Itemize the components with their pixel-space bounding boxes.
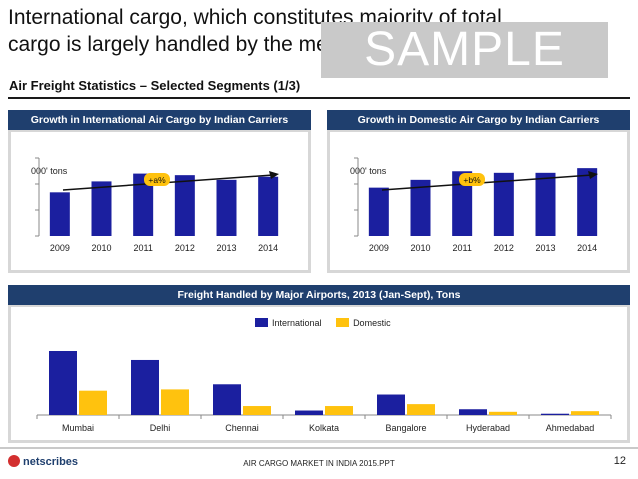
bar-ahmedabad-international xyxy=(541,413,569,415)
bar-2011 xyxy=(452,171,473,236)
airport-label: Chennai xyxy=(225,423,259,433)
chart-legend: International Domestic xyxy=(255,318,391,328)
bar-bangalore-domestic xyxy=(407,404,435,415)
bar-2009 xyxy=(49,192,70,236)
airport-label: Ahmedabad xyxy=(546,423,595,433)
airport-label: Mumbai xyxy=(62,423,94,433)
x-tick-label: 2012 xyxy=(494,243,514,253)
y-axis-unit-label: 000' tons xyxy=(31,166,68,176)
x-tick-label: 2009 xyxy=(369,243,389,253)
bar-2012 xyxy=(493,172,514,236)
bar-2010 xyxy=(91,181,112,236)
footer-title: AIR CARGO MARKET IN INDIA 2015.PPT xyxy=(243,459,395,468)
airport-label: Kolkata xyxy=(309,423,339,433)
bar-2014 xyxy=(258,176,279,236)
trend-arrow xyxy=(381,174,593,191)
title-rule xyxy=(8,97,630,99)
chart-international: 000' tons 2009 2010 2011 2012 2013 2014 +a% xyxy=(31,157,279,253)
airport-label: Delhi xyxy=(150,423,171,433)
logo-text: netscribes xyxy=(23,456,79,468)
trend-arrow-head xyxy=(269,171,279,179)
bar-mumbai-international xyxy=(49,351,77,415)
x-tick-label: 2013 xyxy=(535,243,555,253)
chart-area-international: 000' tons 2009 2010 2011 2012 2013 2014 +a% xyxy=(11,132,308,270)
bar-mumbai-domestic xyxy=(79,390,107,415)
x-tick-label: 2013 xyxy=(216,243,236,253)
bar-ahmedabad-domestic xyxy=(571,411,599,415)
bar-2009 xyxy=(368,187,389,236)
bar-kolkata-international xyxy=(295,410,323,415)
bar-2013 xyxy=(216,179,237,236)
bar-hyderabad-international xyxy=(459,409,487,415)
bar-2014 xyxy=(577,168,598,236)
x-tick-label: 2010 xyxy=(410,243,430,253)
bar-delhi-international xyxy=(131,359,159,415)
panel-airports: Freight Handled by Major Airports, 2013 … xyxy=(8,285,630,443)
legend-swatch-international xyxy=(255,318,268,327)
panel-header-domestic: Growth in Domestic Air Cargo by Indian C… xyxy=(327,110,630,130)
panel-header-international: Growth in International Air Cargo by Ind… xyxy=(8,110,311,130)
bar-2010 xyxy=(410,179,431,236)
chart-area-airports: Mumbai Delhi Chennai Kolkata Bangalore Hydera… xyxy=(11,307,627,440)
legend-swatch-domestic xyxy=(336,318,350,327)
panel-header-airports: Freight Handled by Major Airports, 2013 … xyxy=(8,285,630,305)
x-tick-label: 2009 xyxy=(50,243,70,253)
x-tick-label: 2014 xyxy=(577,243,597,253)
x-tick-label: 2011 xyxy=(452,243,471,253)
bar-chennai-domestic xyxy=(243,406,271,415)
bar-kolkata-domestic xyxy=(325,406,353,415)
x-tick-label: 2010 xyxy=(91,243,111,253)
bar-2013 xyxy=(535,172,556,236)
chart-airports: Mumbai Delhi Chennai Kolkata Bangalore Hydera… xyxy=(36,351,612,433)
trend-arrow-head xyxy=(588,171,598,179)
y-axis-unit-label: 000' tons xyxy=(350,166,387,176)
x-tick-label: 2014 xyxy=(258,243,278,253)
page-number: 12 xyxy=(613,455,626,467)
x-tick-label: 2012 xyxy=(175,243,195,253)
growth-badge xyxy=(144,173,170,186)
legend-label-international: International xyxy=(272,318,322,328)
airport-label: Bangalore xyxy=(385,423,426,433)
growth-badge xyxy=(459,173,485,186)
airport-label: Hyderabad xyxy=(466,423,510,433)
x-tick-label: 2011 xyxy=(133,243,152,253)
bar-chennai-international xyxy=(213,384,241,415)
logo-icon xyxy=(8,455,20,467)
chart-domestic: 000' tons 2009 2010 2011 2012 2013 2014 +b% xyxy=(350,157,598,253)
panel-international: Growth in International Air Cargo by Ind… xyxy=(8,110,311,273)
bar-2011 xyxy=(133,173,154,236)
sample-watermark: SAMPLE xyxy=(321,22,608,78)
footer-rule xyxy=(0,447,638,449)
growth-label: +b% xyxy=(463,175,481,185)
panel-domestic: Growth in Domestic Air Cargo by Indian C… xyxy=(327,110,630,273)
legend-label-domestic: Domestic xyxy=(353,318,391,328)
chart-area-domestic: 000' tons 2009 2010 2011 2012 2013 2014 +b% xyxy=(330,132,627,270)
bar-hyderabad-domestic xyxy=(489,411,517,415)
bar-2012 xyxy=(174,175,195,236)
netscribes-logo: netscribes xyxy=(8,455,78,468)
bar-delhi-domestic xyxy=(161,389,189,415)
growth-label: +a% xyxy=(148,175,166,185)
section-subtitle: Air Freight Statistics – Selected Segmen… xyxy=(9,78,301,93)
bar-bangalore-international xyxy=(377,394,405,415)
